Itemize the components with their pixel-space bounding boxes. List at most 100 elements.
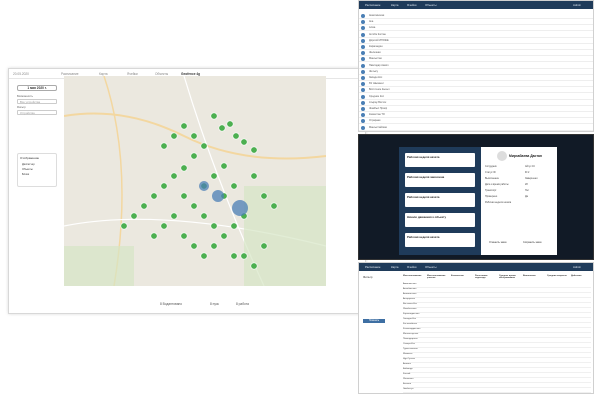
timeline-row[interactable]: Ака [359, 19, 593, 26]
user-name[interactable]: Admin [573, 265, 581, 269]
table-row[interactable]: Алматы [403, 363, 591, 368]
table-row[interactable]: Атырауская [403, 298, 591, 303]
location-marker[interactable] [210, 222, 218, 230]
nav-objects[interactable]: Объекты [425, 265, 437, 269]
location-marker[interactable] [226, 120, 234, 128]
step-card[interactable]: Начало движения к объекту [405, 213, 475, 227]
location-marker[interactable] [200, 252, 208, 260]
location-marker[interactable] [210, 172, 218, 180]
location-marker[interactable] [190, 202, 198, 210]
location-marker[interactable] [250, 172, 258, 180]
table-row[interactable]: Жанаозен [403, 378, 591, 383]
location-marker[interactable] [190, 242, 198, 250]
location-marker[interactable] [180, 192, 188, 200]
location-marker[interactable] [270, 202, 278, 210]
location-marker[interactable] [260, 242, 268, 250]
cluster-marker[interactable] [232, 200, 248, 216]
table-row[interactable]: Нур-Султан [403, 358, 591, 363]
location-marker[interactable] [240, 252, 248, 260]
location-marker[interactable] [180, 164, 188, 172]
column-header[interactable]: Выполнено [523, 275, 536, 277]
timeline-row[interactable]: Жамбыл Приор [359, 106, 593, 112]
column-header[interactable]: Местоположение участка [427, 275, 446, 279]
tab-map[interactable]: Карта [99, 72, 108, 76]
save-button[interactable]: Сохранить заказ [523, 241, 542, 244]
location-marker[interactable] [232, 132, 240, 140]
table-row[interactable]: Павлодарская [403, 338, 591, 343]
timeline-row[interactable]: Дорогой ИНОЖЕ [359, 38, 593, 44]
location-marker[interactable] [150, 232, 158, 240]
step-card[interactable]: Рабочая неделя начата [405, 233, 475, 247]
timeline-row[interactable]: Отрарная [359, 118, 593, 125]
timeline-row[interactable]: Павлодар Акмол [359, 63, 593, 69]
location-marker[interactable] [160, 182, 168, 190]
display-item-blocks[interactable]: Блоки [22, 173, 30, 176]
table-row[interactable]: Восточно-Каз [403, 303, 591, 308]
nav-map[interactable]: Карта [391, 265, 399, 269]
location-marker[interactable] [230, 222, 238, 230]
timeline-row[interactable]: Восточное Кызыл [359, 87, 593, 94]
location-marker[interactable] [190, 132, 198, 140]
step-card[interactable]: Рабочая неделя начата [405, 153, 475, 167]
location-marker[interactable] [220, 232, 228, 240]
table-row[interactable]: Шымкент [403, 353, 591, 358]
column-header[interactable]: Количество [451, 275, 464, 277]
nav-objects[interactable]: Объекты [425, 3, 437, 7]
table-row[interactable]: Акмолинская [403, 283, 591, 288]
location-marker[interactable] [150, 192, 158, 200]
device-select[interactable]: Все устройства [17, 99, 57, 104]
location-marker[interactable] [218, 124, 226, 132]
timeline-row[interactable]: Железная [359, 50, 593, 57]
apply-button[interactable]: Показать [363, 319, 385, 323]
table-row[interactable]: Актюбинская [403, 288, 591, 293]
timeline-row[interactable]: Жетысу [359, 69, 593, 75]
nav-map[interactable]: Карта [391, 3, 399, 7]
table-row[interactable]: Каспий [403, 373, 591, 378]
location-marker[interactable] [220, 162, 228, 170]
table-row[interactable]: Северо-Каз [403, 343, 591, 348]
date-picker[interactable]: 1 мая 2020 г. [17, 85, 57, 91]
table-row[interactable]: Байконур [403, 368, 591, 373]
timeline-row[interactable]: Карагандин [359, 44, 593, 50]
location-marker[interactable] [230, 252, 238, 260]
timeline-row[interactable]: Мангыстайская [359, 125, 593, 131]
tab-schedule[interactable]: Расписание [61, 72, 79, 76]
location-marker[interactable] [250, 262, 258, 270]
timeline-row[interactable]: Мангыстая [359, 56, 593, 63]
column-header[interactable]: Расстояние подъезда [475, 275, 488, 279]
table-row[interactable]: Жамбылская [403, 308, 591, 313]
cancel-button[interactable]: Отменить заказ [489, 241, 507, 244]
location-marker[interactable] [230, 182, 238, 190]
tab-cells[interactable]: Ячейки [127, 72, 138, 76]
location-marker[interactable] [160, 142, 168, 150]
cluster-marker[interactable] [199, 181, 209, 191]
location-marker[interactable] [170, 172, 178, 180]
map-canvas[interactable] [64, 76, 326, 286]
timeline-row[interactable]: Алма [359, 25, 593, 32]
nav-schedule[interactable]: Расписание [365, 3, 381, 7]
table-row[interactable]: Экибастуз [403, 388, 591, 393]
location-marker[interactable] [160, 222, 168, 230]
timeline-row[interactable]: Западн Кос [359, 75, 593, 81]
display-item-objects[interactable]: Объекты [22, 168, 33, 171]
location-marker[interactable] [260, 192, 268, 200]
nav-schedule[interactable]: Расписание [365, 265, 381, 269]
location-marker[interactable] [180, 122, 188, 130]
step-card[interactable]: Рабочая неделя начата [405, 193, 475, 207]
nav-cells[interactable]: Ячейки [407, 3, 417, 7]
column-header[interactable]: Местоположение [403, 275, 422, 277]
location-marker[interactable] [200, 142, 208, 150]
timeline-row[interactable]: Средние Кос [359, 94, 593, 100]
table-row[interactable]: Карагандинская [403, 313, 591, 318]
location-marker[interactable] [180, 232, 188, 240]
timeline-row[interactable]: Атырау Восток [359, 100, 593, 106]
table-row[interactable]: Туркестанская [403, 348, 591, 353]
table-row[interactable]: Западно-Каз [403, 318, 591, 323]
location-marker[interactable] [140, 202, 148, 210]
nav-cells[interactable]: Ячейки [407, 265, 417, 269]
location-marker[interactable] [120, 222, 128, 230]
table-row[interactable]: Мангистауская [403, 333, 591, 338]
column-header[interactable]: Среднее время обслуживания [499, 275, 516, 279]
cluster-marker[interactable] [212, 190, 224, 202]
location-marker[interactable] [190, 152, 198, 160]
